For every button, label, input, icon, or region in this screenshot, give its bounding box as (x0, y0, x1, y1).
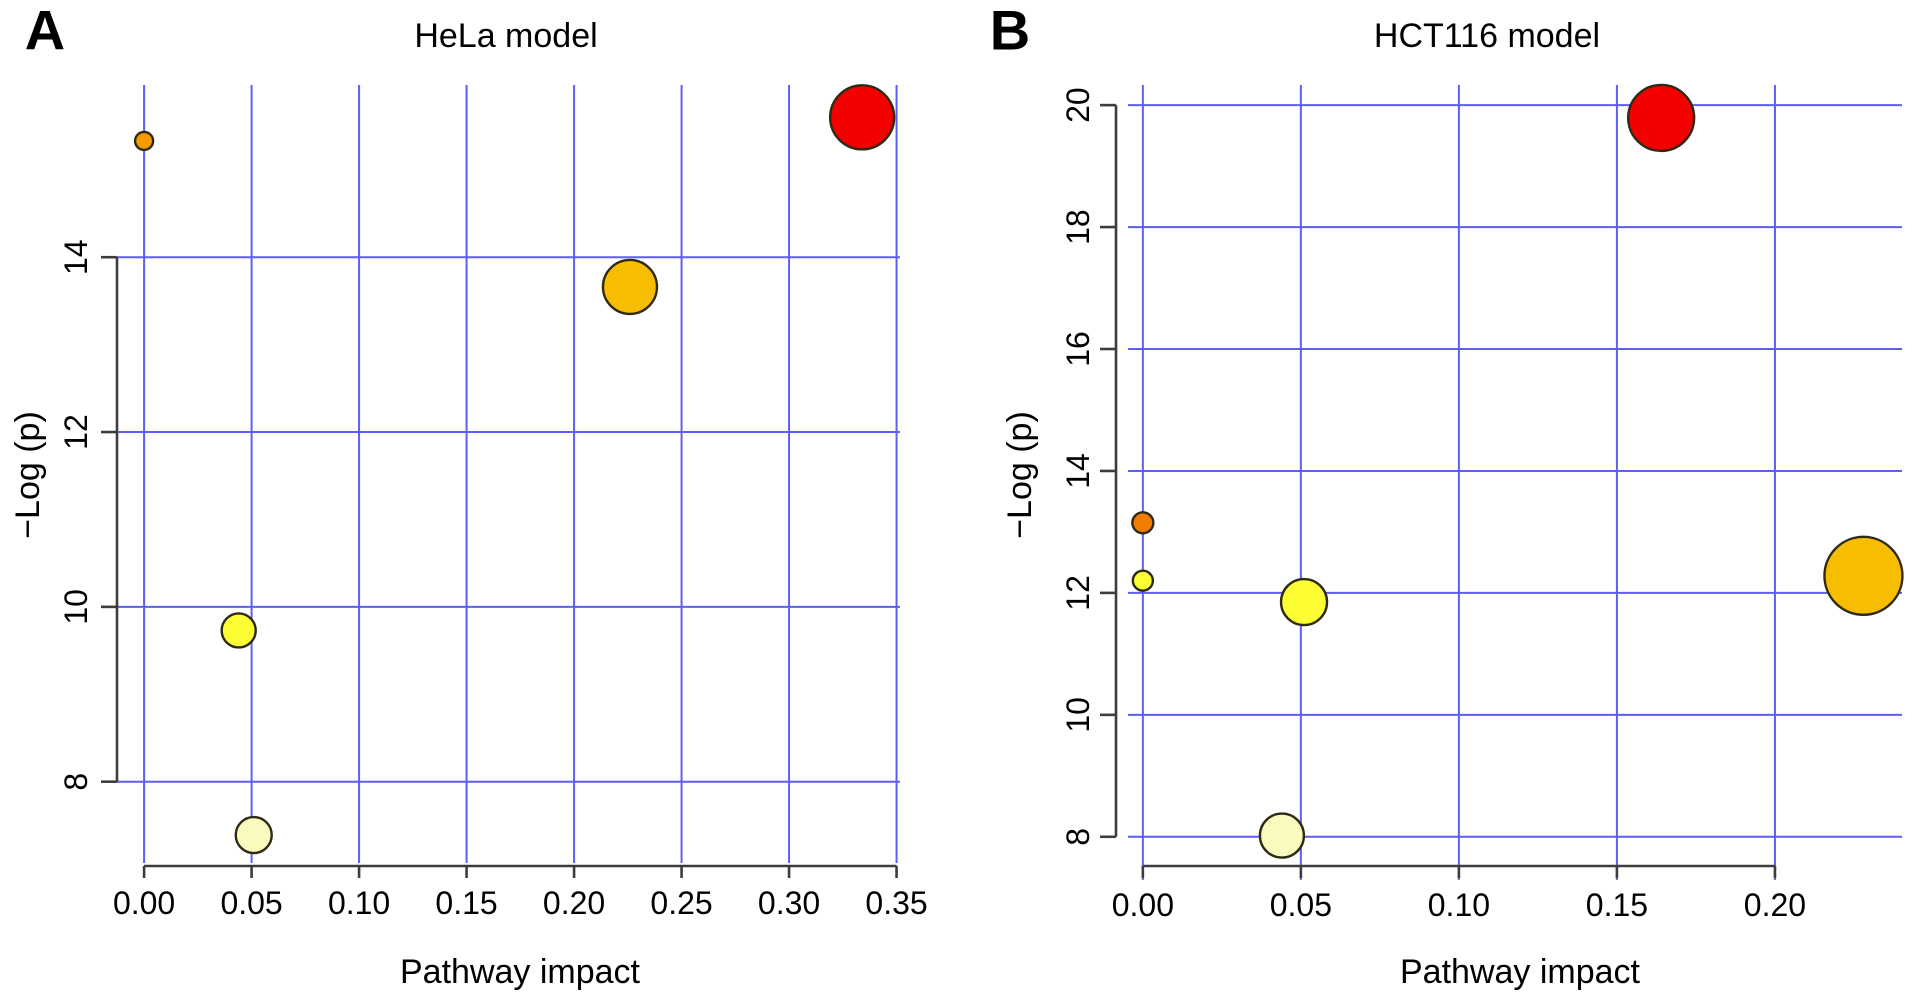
x-tick-label: 0.20 (1744, 887, 1806, 923)
y-tick-label: 8 (58, 773, 94, 791)
y-tick-label: 20 (1060, 87, 1096, 123)
panel-a-letter: A (25, 0, 65, 62)
x-tick-label: 0.05 (1270, 887, 1332, 923)
pathway-bubble (1626, 83, 1696, 153)
panel-b-plot: 0.00 0.05 0.10 0.15 0.20 8 10 12 14 16 18 20 (1060, 83, 1904, 923)
pathway-bubble (1131, 511, 1155, 535)
pathway-bubble (1131, 569, 1155, 592)
x-tick-label: 0.25 (650, 885, 712, 921)
x-tick-label: 0.05 (220, 885, 282, 921)
x-tick-label: 0.10 (328, 885, 390, 921)
y-tick-label: 18 (1060, 209, 1096, 245)
x-tick-label: 0.30 (758, 885, 820, 921)
x-tick-label: 0.20 (543, 885, 605, 921)
panel-a-plot: 0.00 0.05 0.10 0.15 0.20 0.25 0.30 0.35 8 10 12 14 (58, 84, 928, 921)
panel-a-y-axis-label: −Log (p) (9, 411, 47, 539)
y-tick-label: 14 (1060, 453, 1096, 489)
y-tick-label: 12 (1060, 575, 1096, 611)
panel-a-title: HeLa model (414, 17, 597, 55)
x-tick-label: 0.10 (1428, 887, 1490, 923)
pathway-bubble (828, 84, 896, 151)
y-tick-label: 16 (1060, 331, 1096, 367)
pathway-bubble (601, 258, 659, 316)
pathway-bubble (1258, 812, 1306, 859)
pathway-bubble (1279, 577, 1329, 627)
y-tick-label: 12 (58, 414, 94, 450)
panel-b-title: HCT116 model (1374, 17, 1600, 55)
panel-b-x-axis-label: Pathway impact (1400, 953, 1641, 991)
x-tick-label: 0.35 (865, 885, 927, 921)
panel-b-letter: B (990, 0, 1030, 62)
panel-b-y-axis-label: −Log (p) (1001, 411, 1039, 539)
panel-a-x-axis-label: Pathway impact (400, 953, 641, 991)
x-tick-label: 0.15 (1586, 887, 1648, 923)
pathway-bubble (1823, 535, 1904, 617)
y-tick-label: 10 (1060, 697, 1096, 733)
y-tick-label: 10 (58, 589, 94, 625)
x-tick-label: 0.00 (113, 885, 175, 921)
pathway-bubble (220, 612, 257, 649)
y-tick-label: 14 (58, 239, 94, 275)
pathway-bubble (133, 130, 155, 152)
pathway-bubble (234, 815, 273, 855)
x-tick-label: 0.15 (435, 885, 497, 921)
x-tick-label: 0.00 (1112, 887, 1174, 923)
y-tick-label: 8 (1060, 828, 1096, 846)
